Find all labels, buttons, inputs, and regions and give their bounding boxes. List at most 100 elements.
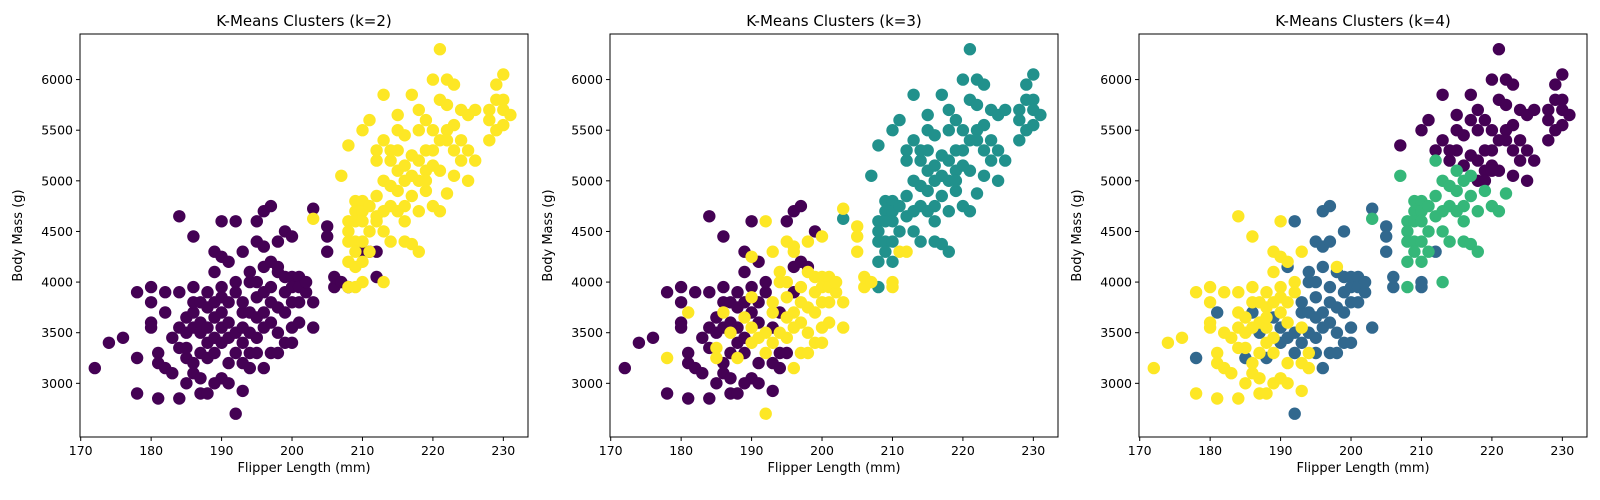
scatter-point-cluster-1 xyxy=(461,174,475,187)
scatter-point-cluster-0 xyxy=(1520,174,1534,187)
scatter-point-cluster-0 xyxy=(745,215,758,228)
y-tick-label: 4500 xyxy=(1100,224,1132,239)
scatter-point-cluster-1 xyxy=(363,225,376,238)
scatter-point-cluster-3 xyxy=(1260,321,1273,334)
scatter-point-cluster-0 xyxy=(236,296,249,309)
scatter-point-cluster-0 xyxy=(1499,134,1513,147)
y-tick-label: 5500 xyxy=(571,123,603,138)
scatter-point-cluster-0 xyxy=(1471,154,1485,167)
x-tick-label: 180 xyxy=(139,443,163,458)
scatter-point-cluster-1 xyxy=(349,280,362,294)
scatter-point-cluster-1 xyxy=(942,103,955,117)
scatter-point-cluster-1 xyxy=(335,169,348,182)
scatter-point-cluster-0 xyxy=(292,296,306,309)
scatter-point-cluster-0 xyxy=(299,286,313,299)
scatter-point-cluster-0 xyxy=(201,286,214,299)
scatter-point-cluster-1 xyxy=(405,88,418,102)
scatter-point-cluster-1 xyxy=(991,144,1005,157)
scatter-point-cluster-0 xyxy=(201,387,214,400)
scatter-point-cluster-1 xyxy=(419,174,433,187)
scatter-point-cluster-2 xyxy=(1450,184,1463,198)
scatter-point-cluster-1 xyxy=(1034,108,1047,122)
scatter-point-cluster-2 xyxy=(745,321,758,334)
scatter-point-cluster-0 xyxy=(321,245,334,258)
scatter-point-cluster-0 xyxy=(752,356,765,370)
scatter-point-cluster-0 xyxy=(215,306,228,319)
scatter-point-cluster-3 xyxy=(1239,377,1252,390)
scatter-point-cluster-2 xyxy=(794,316,808,329)
x-tick-label: 190 xyxy=(210,443,234,458)
scatter-point-cluster-1 xyxy=(483,134,496,147)
scatter-point-cluster-1 xyxy=(398,159,411,172)
scatter-point-cluster-0 xyxy=(1429,144,1442,157)
y-tick-label: 4000 xyxy=(41,275,73,290)
scatter-point-cluster-0 xyxy=(674,280,688,294)
scatter-point-cluster-1 xyxy=(907,88,920,102)
scatter-point-cluster-0 xyxy=(159,286,172,299)
scatter-point-cluster-0 xyxy=(1436,88,1449,102)
scatter-point-cluster-1 xyxy=(1337,306,1351,319)
scatter-point-cluster-1 xyxy=(412,154,425,167)
scatter-point-cluster-0 xyxy=(1422,113,1435,127)
scatter-point-cluster-0 xyxy=(173,210,186,223)
scatter-point-cluster-0 xyxy=(1506,169,1520,182)
scatter-point-cluster-0 xyxy=(724,372,737,385)
scatter-point-cluster-1 xyxy=(391,108,404,122)
scatter-point-cluster-3 xyxy=(1281,356,1294,370)
scatter-point-cluster-2 xyxy=(759,346,772,360)
scatter-point-cluster-2 xyxy=(829,275,843,289)
scatter-point-cluster-3 xyxy=(1147,361,1161,375)
scatter-point-cluster-0 xyxy=(703,210,716,223)
scatter-point-cluster-0 xyxy=(660,286,674,299)
scatter-point-cluster-0 xyxy=(271,235,285,248)
scatter-point-cluster-1 xyxy=(398,129,411,142)
scatter-point-cluster-0 xyxy=(618,361,631,375)
scatter-point-cluster-0 xyxy=(1542,134,1555,147)
scatter-point-cluster-1 xyxy=(426,73,440,86)
scatter-point-cluster-1 xyxy=(454,154,468,167)
scatter-point-cluster-3 xyxy=(1281,316,1294,329)
scatter-point-cluster-2 xyxy=(745,291,758,304)
scatter-point-cluster-2 xyxy=(1499,187,1513,200)
scatter-point-cluster-1 xyxy=(921,108,934,122)
scatter-point-cluster-2 xyxy=(1492,205,1506,218)
scatter-point-cluster-0 xyxy=(152,392,165,405)
scatter-point-cluster-0 xyxy=(222,377,235,390)
scatter-point-cluster-1 xyxy=(1387,270,1400,284)
scatter-point-cluster-2 xyxy=(801,346,815,360)
scatter-point-cluster-2 xyxy=(1471,245,1485,258)
scatter-point-cluster-1 xyxy=(307,212,320,225)
scatter-point-cluster-1 xyxy=(1295,296,1308,309)
scatter-point-cluster-0 xyxy=(208,346,221,360)
x-tick-label: 170 xyxy=(599,443,623,458)
scatter-point-cluster-0 xyxy=(321,220,334,233)
y-tick-label: 3000 xyxy=(41,376,73,391)
scatter-point-cluster-0 xyxy=(646,331,660,344)
scatter-point-cluster-0 xyxy=(1513,134,1527,147)
scatter-point-cluster-2 xyxy=(1457,215,1470,228)
scatter-point-cluster-0 xyxy=(130,286,144,299)
scatter-point-cluster-2 xyxy=(801,326,815,339)
scatter-point-cluster-2 xyxy=(1401,280,1414,294)
scatter-point-cluster-0 xyxy=(1556,68,1569,81)
scatter-point-cluster-1 xyxy=(419,113,433,127)
scatter-point-cluster-1 xyxy=(886,124,899,137)
scatter-point-cluster-0 xyxy=(264,280,278,294)
scatter-point-cluster-1 xyxy=(412,245,425,258)
scatter-point-cluster-3 xyxy=(1260,311,1273,324)
y-tick-label: 5000 xyxy=(1100,173,1132,188)
scatter-point-cluster-2 xyxy=(682,306,695,319)
scatter-point-cluster-0 xyxy=(236,384,249,398)
scatter-point-cluster-1 xyxy=(433,164,447,177)
scatter-point-cluster-1 xyxy=(949,174,963,187)
scatter-point-cluster-1 xyxy=(1380,220,1393,233)
scatter-point-cluster-0 xyxy=(689,286,702,299)
y-tick-label: 4500 xyxy=(41,224,73,239)
scatter-point-cluster-1 xyxy=(504,108,517,122)
scatter-point-cluster-1 xyxy=(1288,215,1301,228)
y-tick-label: 3000 xyxy=(571,376,603,391)
scatter-point-cluster-0 xyxy=(243,265,256,279)
scatter-point-cluster-0 xyxy=(1513,154,1527,167)
scatter-point-cluster-1 xyxy=(384,235,397,248)
scatter-point-cluster-1 xyxy=(1323,199,1337,213)
